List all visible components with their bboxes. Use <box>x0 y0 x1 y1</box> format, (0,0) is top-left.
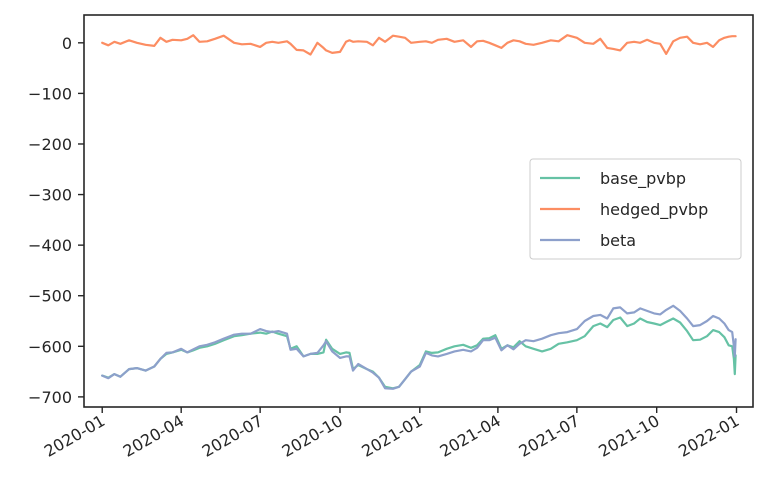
plot-frame <box>83 14 754 408</box>
y-tick-label: −600 <box>28 337 72 356</box>
series-line-hedged-pvbp <box>101 34 737 56</box>
legend-label-base-pvbp: base_pvbp <box>600 169 686 189</box>
series-line-base-pvbp <box>101 316 737 390</box>
y-axis: 0 −100 −200 −300 −400 −500 −600 −700 <box>28 34 84 407</box>
legend-box <box>529 158 742 260</box>
y-tick-label: −400 <box>28 236 72 255</box>
series-line-beta <box>101 304 737 390</box>
legend: base_pvbp hedged_pvbp beta <box>529 158 742 260</box>
y-tick-label: 0 <box>62 34 72 53</box>
y-tick-label: −300 <box>28 186 72 205</box>
legend-label-hedged-pvbp: hedged_pvbp <box>600 200 708 220</box>
series-layer <box>101 34 737 390</box>
y-tick-label: −200 <box>28 135 72 154</box>
y-tick-label: −700 <box>28 388 72 407</box>
y-tick-label: −500 <box>28 287 72 306</box>
y-tick-label: −100 <box>28 84 72 103</box>
legend-label-beta: beta <box>600 231 636 250</box>
